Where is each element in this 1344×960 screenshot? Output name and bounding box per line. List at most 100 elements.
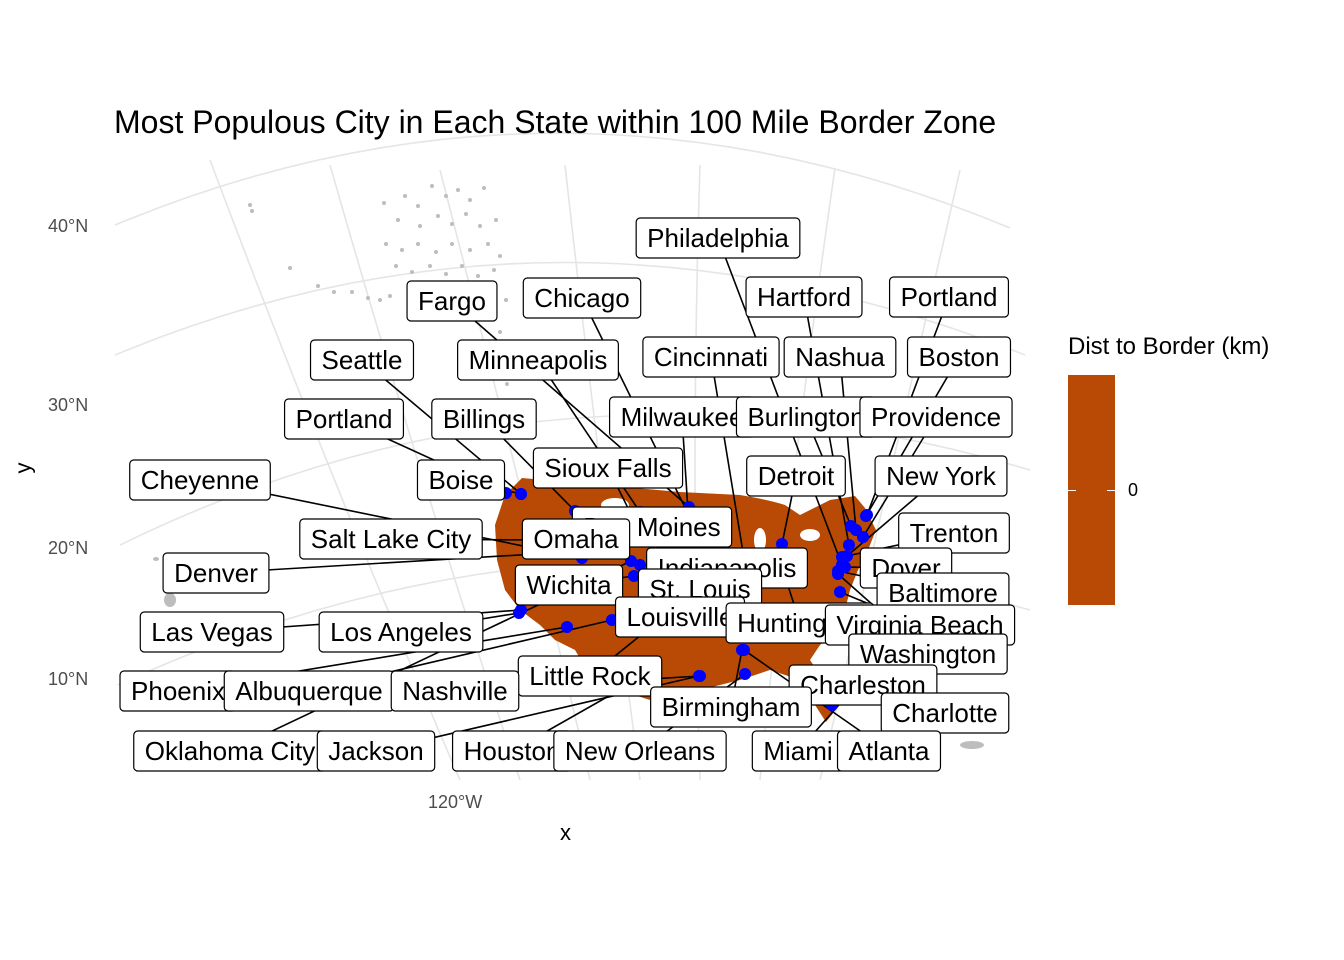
city-label: Salt Lake City [299,518,483,560]
city-label-box [642,336,780,378]
city-label: Charlotte [880,692,1010,734]
hawaii-islands [153,557,176,607]
city-label-text: Providence [871,402,1001,432]
city-label: Minneapolis [457,339,619,381]
city-label: Milwaukee [608,396,756,438]
city-label: Oklahoma City [133,730,327,772]
city-label-text: Trenton [910,518,999,548]
x-axis-title: x [560,820,571,845]
city-point [834,586,846,598]
city-label-text: Sioux Falls [544,453,671,483]
city-label: Wichita [514,564,624,606]
city-label-box [406,280,498,322]
city-label-box [553,730,727,772]
city-point [843,539,855,551]
lat-tick-label: 30°N [48,395,89,415]
city-label-box [318,611,484,653]
city-point [634,559,646,571]
city-label-box [745,276,863,318]
lat-tick-label: 10°N [48,669,89,689]
y-axis-title: y [10,462,36,474]
city-label-text: Portland [296,404,393,434]
map-title: Most Populous City in Each State within … [114,104,997,140]
city-label-text: Nashville [402,676,508,706]
city-label-text: Wichita [526,570,612,600]
city-point [739,668,751,680]
leader-line [839,356,857,531]
city-point [738,644,750,656]
city-label-box [859,396,1013,438]
city-label: New York [874,455,1008,497]
city-label: Nashville [390,670,520,712]
city-label: Billings [431,398,537,440]
city-point [836,551,848,563]
city-label-box [874,455,1008,497]
city-label-box [431,398,537,440]
city-label: Las Vegas [139,611,285,653]
city-label-box [522,277,642,319]
city-label-text: Oklahoma City [145,736,316,766]
city-label: Nashua [783,336,897,378]
city-label: Omaha [521,518,631,560]
city-label-box [880,692,1010,734]
city-label: Boston [906,336,1012,378]
city-label: Miami [751,730,845,772]
city-label-text: Baltimore [888,578,998,608]
city-label-box [783,336,897,378]
city-label: Little Rock [517,655,663,697]
legend-title: Dist to Border (km) [1068,333,1270,360]
city-label-text: New Orleans [565,736,715,766]
city-label: Philadelphia [635,217,801,259]
city-label-text: Charlotte [892,698,998,728]
city-label-text: Cheyenne [141,465,260,495]
city-label-text: Billings [443,404,525,434]
city-label: Phoenix [119,670,237,712]
city-label-text: Detroit [758,461,835,491]
city-label-box [514,564,624,606]
city-label: Chicago [522,277,642,319]
city-label: Portland [888,276,1010,318]
city-label-text: Chicago [534,283,629,313]
city-label: Jackson [316,730,436,772]
city-label: Burlington [735,396,877,438]
city-label: Detroit [746,455,846,497]
city-label: Portland [283,398,405,440]
legend-tick-mark [1068,490,1076,491]
city-label-text: Seattle [322,345,403,375]
city-label-text: Las Vegas [151,617,272,647]
city-label: Louisville [614,596,746,638]
city-label-text: Salt Lake City [311,524,471,554]
city-label-text: Los Angeles [330,617,472,647]
city-label-text: Fargo [418,286,486,316]
city-label-box [457,339,619,381]
city-label-text: Phoenix [131,676,225,706]
city-label: New Orleans [553,730,727,772]
city-label-text: Boston [919,342,1000,372]
city-label: Boise [416,459,506,501]
city-label-box [162,552,270,594]
city-label-text: Hartford [757,282,851,312]
city-label: Los Angeles [318,611,484,653]
city-label-box [139,611,285,653]
city-label-text: Nashua [795,342,885,372]
lat-tick-label: 40°N [48,216,89,236]
city-label: Providence [859,396,1013,438]
city-label-text: Cincinnati [654,342,768,372]
city-label-text: Birmingham [662,692,801,722]
city-label-text: Milwaukee [621,402,744,432]
city-label-text: Denver [174,558,258,588]
city-label-text: Louisville [627,602,734,632]
lon-tick-label: 120°W [428,792,483,812]
city-label: Houston [451,730,573,772]
city-label: Denver [162,552,270,594]
city-label-text: Miami [763,736,832,766]
city-label: Birmingham [650,686,812,728]
city-point [860,510,872,522]
city-label-box [309,339,415,381]
city-label-text: Portland [901,282,998,312]
city-label: Trenton [898,512,1010,554]
city-label-box [746,455,846,497]
bahamas-islands [960,741,984,749]
city-label-box [888,276,1010,318]
city-label-box [836,730,942,772]
